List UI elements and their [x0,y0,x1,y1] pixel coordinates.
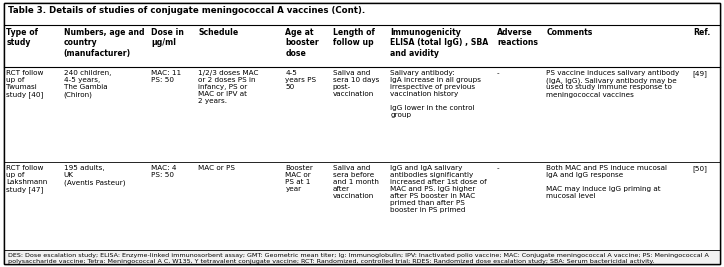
Text: [50]: [50] [693,165,707,172]
Text: MAC: 4
PS: 50: MAC: 4 PS: 50 [151,165,177,178]
Text: Table 3. Details of studies of conjugate meningococcal A vaccines (Cont).: Table 3. Details of studies of conjugate… [8,6,365,15]
Text: Ref.: Ref. [693,28,710,37]
Text: Saliva and
sera 10 days
post-
vaccination: Saliva and sera 10 days post- vaccinatio… [333,70,379,97]
Bar [4,67,720,162]
Text: Adverse
reactions: Adverse reactions [497,28,538,48]
Text: MAC or PS: MAC or PS [198,165,235,171]
Bar [4,250,720,264]
Text: 1/2/3 doses MAC
or 2 doses PS in
infancy, PS or
MAC or IPV at
2 years.: 1/2/3 doses MAC or 2 doses PS in infancy… [198,70,259,104]
Text: 4-5
years PS
50: 4-5 years PS 50 [285,70,316,90]
Text: 240 children,
4-5 years,
The Gambia
(Chiron): 240 children, 4-5 years, The Gambia (Chi… [64,70,111,97]
Bar [4,3,720,25]
Text: RCT follow
up of
Twumasi
study [40]: RCT follow up of Twumasi study [40] [7,70,44,98]
Text: 195 adults,
UK
(Aventis Pasteur): 195 adults, UK (Aventis Pasteur) [64,165,125,186]
Text: Type of
study: Type of study [7,28,38,48]
Text: DES: Dose escalation study; ELISA: Enzyme-linked immunosorbent assay; GMT: Geome: DES: Dose escalation study; ELISA: Enzym… [8,253,709,264]
Bar [4,162,720,250]
Text: Both MAC and PS induce mucosal
IgA and IgG response

MAC may induce IgG priming : Both MAC and PS induce mucosal IgA and I… [547,165,668,199]
Text: Salivary antibody:
IgA increase in all groups
irrespective of previous
vaccinati: Salivary antibody: IgA increase in all g… [390,70,481,118]
Bar [4,25,720,67]
Text: Saliva and
sera before
and 1 month
after
vaccination: Saliva and sera before and 1 month after… [333,165,379,199]
Text: MAC: 11
PS: 50: MAC: 11 PS: 50 [151,70,181,83]
Text: -: - [497,165,500,171]
Text: Length of
follow up: Length of follow up [333,28,375,48]
Text: Age at
booster
dose: Age at booster dose [285,28,319,58]
Text: Schedule: Schedule [198,28,239,37]
Text: Comments: Comments [547,28,593,37]
Text: Dose in
μg/ml: Dose in μg/ml [151,28,184,48]
Text: -: - [497,70,500,76]
Text: Immunogenicity
ELISA (total IgG) , SBA
and avidity: Immunogenicity ELISA (total IgG) , SBA a… [390,28,489,58]
Text: [49]: [49] [693,70,707,77]
Text: Numbers, age and
country
(manufacturer): Numbers, age and country (manufacturer) [64,28,144,58]
Text: PS vaccine induces salivary antibody
(IgA, IgG). Salivary antibody may be
used t: PS vaccine induces salivary antibody (Ig… [547,70,680,97]
Text: RCT follow
up of
Lakshmann
study [47]: RCT follow up of Lakshmann study [47] [7,165,48,193]
Text: IgG and IgA salivary
antibodies significantly
increased after 1st dose of
MAC an: IgG and IgA salivary antibodies signific… [390,165,487,213]
Text: Booster
MAC or
PS at 1
year: Booster MAC or PS at 1 year [285,165,313,192]
